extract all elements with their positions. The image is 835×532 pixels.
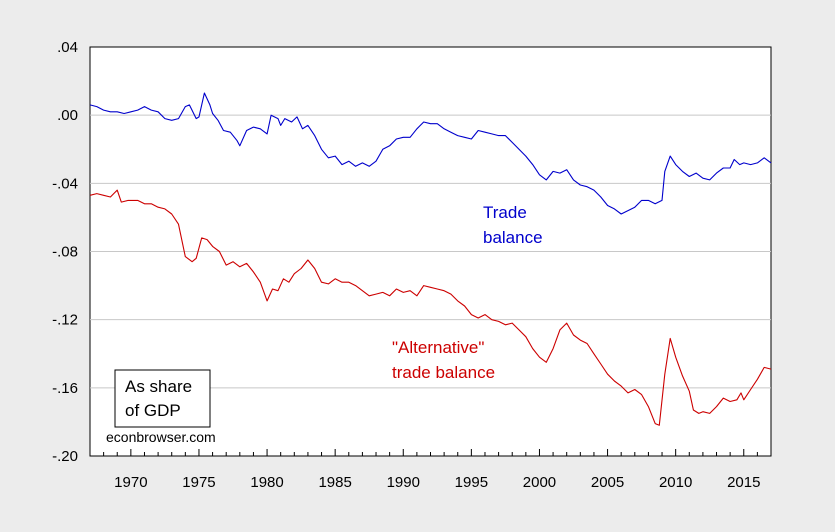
x-tick-label: 2000	[523, 474, 556, 491]
y-tick-label: -.12	[52, 312, 78, 329]
series-line-trade-balance	[89, 92, 772, 215]
annotation-box	[114, 369, 211, 428]
x-tick-label: 2010	[659, 474, 692, 491]
y-tick-label: .00	[57, 107, 78, 124]
x-tick-label: 2015	[727, 474, 760, 491]
y-tick-label: -.04	[52, 175, 78, 192]
x-tick-label: 1980	[250, 474, 283, 491]
x-axis-ticks: 1970 1975 1980 1985 1990 1995 2000 2005 2010 2015	[89, 449, 772, 491]
annotation-box-line2: of GDP	[125, 401, 181, 420]
x-tick-label: 1970	[114, 474, 147, 491]
source-credit: econbrowser.com	[106, 429, 216, 445]
series-label-alternative-line1: "Alternative"	[392, 338, 484, 357]
y-axis-ticks: .04 .00 -.04 -.08 -.12 -.16 -.20	[52, 39, 78, 465]
x-tick-label: 1975	[182, 474, 215, 491]
x-tick-label: 1990	[387, 474, 420, 491]
series-label-trade-line1: Trade	[483, 203, 527, 222]
series-label-trade-line2: balance	[483, 228, 543, 247]
y-tick-label: -.20	[52, 448, 78, 465]
y-tick-label: -.16	[52, 380, 78, 397]
series-label-alternative-line2: trade balance	[392, 363, 495, 382]
series-line-alternative-trade-balance	[89, 189, 772, 426]
y-tick-label: .04	[57, 39, 78, 56]
y-tick-label: -.08	[52, 244, 78, 261]
series-lines	[89, 92, 772, 426]
x-tick-label: 1985	[318, 474, 351, 491]
annotation-box-line1: As share	[125, 377, 192, 396]
x-tick-label: 1995	[455, 474, 488, 491]
x-tick-label: 2005	[591, 474, 624, 491]
